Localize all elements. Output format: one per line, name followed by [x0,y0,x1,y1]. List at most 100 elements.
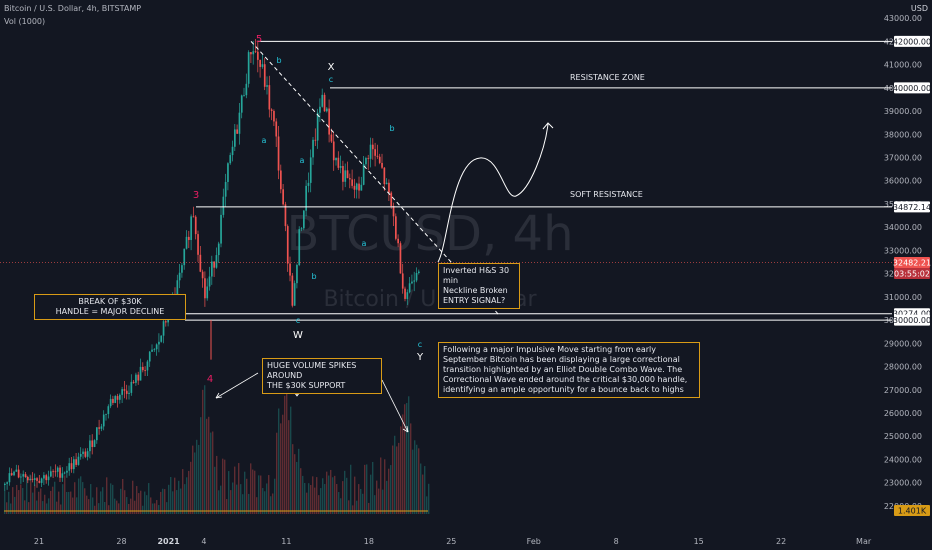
candle-body [98,427,100,429]
volume-bar [380,457,382,514]
volume-bar [416,444,418,514]
soft-resistance-label: SOFT RESISTANCE [570,190,643,199]
volume-bar [14,496,16,514]
volume-bar [212,431,214,514]
candle-body [153,349,156,351]
volume-bar [114,498,116,514]
candle-body [261,64,264,67]
candle-body [401,273,404,289]
volume-bar [318,495,320,514]
volume-bar [286,388,288,514]
candle-body [388,182,390,193]
candle-body [160,335,163,342]
volume-bar [52,486,54,514]
volume-bar [128,503,130,514]
candle-body [362,164,365,185]
candle-body [245,83,248,96]
volume-bar [208,416,210,514]
volume-bar [428,483,430,514]
candle-body [211,261,213,277]
volume-bar [158,505,160,514]
candle-body [190,216,192,241]
price-tag-text: 40000.00 [893,84,931,93]
candle-body [229,155,232,164]
y-tick-label: 26000.00 [884,409,922,418]
y-tick-label: 25000.00 [884,432,922,441]
volume-bar [124,490,126,514]
volume-bar [242,494,244,514]
volume-bar [226,499,228,514]
inverted-box-line-1: Inverted H&S 30 min [443,266,510,285]
candle-body [330,134,333,142]
volume-bar [198,444,200,514]
volume-bar [156,500,158,514]
candle-body [358,183,360,191]
volume-arrow-right [381,379,409,433]
volume-bar [312,476,314,514]
volume-bar [296,461,298,514]
candle-body [314,139,317,141]
candle-body [222,196,225,215]
x-tick-label: 4 [201,537,206,546]
volume-bar [306,492,308,514]
break-box-line-1: BREAK OF $30K [78,297,142,306]
volume-bar [216,455,218,514]
candle-body [328,108,330,135]
candle-body [162,321,165,336]
inverted-box-line-3: ENTRY SIGNAL? [443,296,506,305]
volume-bar [250,463,252,514]
volume-bar [376,480,378,514]
volume-bar [316,477,318,514]
volume-bar [88,499,90,514]
volume-bar [382,489,384,514]
price-tag-text: 32482.21 [893,258,931,267]
candle-body [33,478,36,480]
volume-bar [356,500,358,514]
volume-bar [354,476,356,514]
candle-body [70,463,73,470]
candle-body [284,204,287,227]
currency-label[interactable]: USD [910,4,928,13]
candle-body [54,471,57,473]
volume-bar [342,481,344,514]
volume-bar [338,492,340,514]
volume-bar [154,503,156,514]
candle-body [114,396,117,403]
candle-body [227,163,229,182]
candle-body [392,206,395,217]
candle-body [24,474,27,478]
candle-body [197,234,199,255]
volume-bar [268,475,270,514]
level-price-tag: 40000.00 [893,82,931,94]
volume-bar [22,488,24,514]
volume-bar [372,461,374,514]
volume-bar [424,466,426,514]
x-tick-label: 22 [776,537,786,546]
volume-bar [196,439,198,514]
volume-bar [64,475,66,514]
volume-bar [182,469,184,514]
volume-bar [344,470,346,514]
candle-body [125,390,128,394]
candle-body [148,351,151,362]
volume-bar [292,444,294,514]
volume-bar [202,389,204,514]
y-tick-label: 43000.00 [884,14,922,23]
volume-bar [394,435,396,514]
candle-body [316,112,319,141]
candle-body [266,85,268,87]
candle-body [132,381,135,383]
volume-bar [396,446,398,514]
candle-body [344,170,347,182]
candle-body [273,110,275,122]
y-tick-label: 33000.00 [884,246,922,255]
candle-body [374,149,376,156]
volume-bar [234,466,236,514]
candle-body [332,141,335,161]
volume-bar [134,500,136,514]
volume-bar [92,497,94,514]
candle-body [89,440,91,452]
wave-x-label: X [328,62,335,73]
resistance-zone-label: RESISTANCE ZONE [570,73,645,82]
volume-bar [110,483,112,514]
